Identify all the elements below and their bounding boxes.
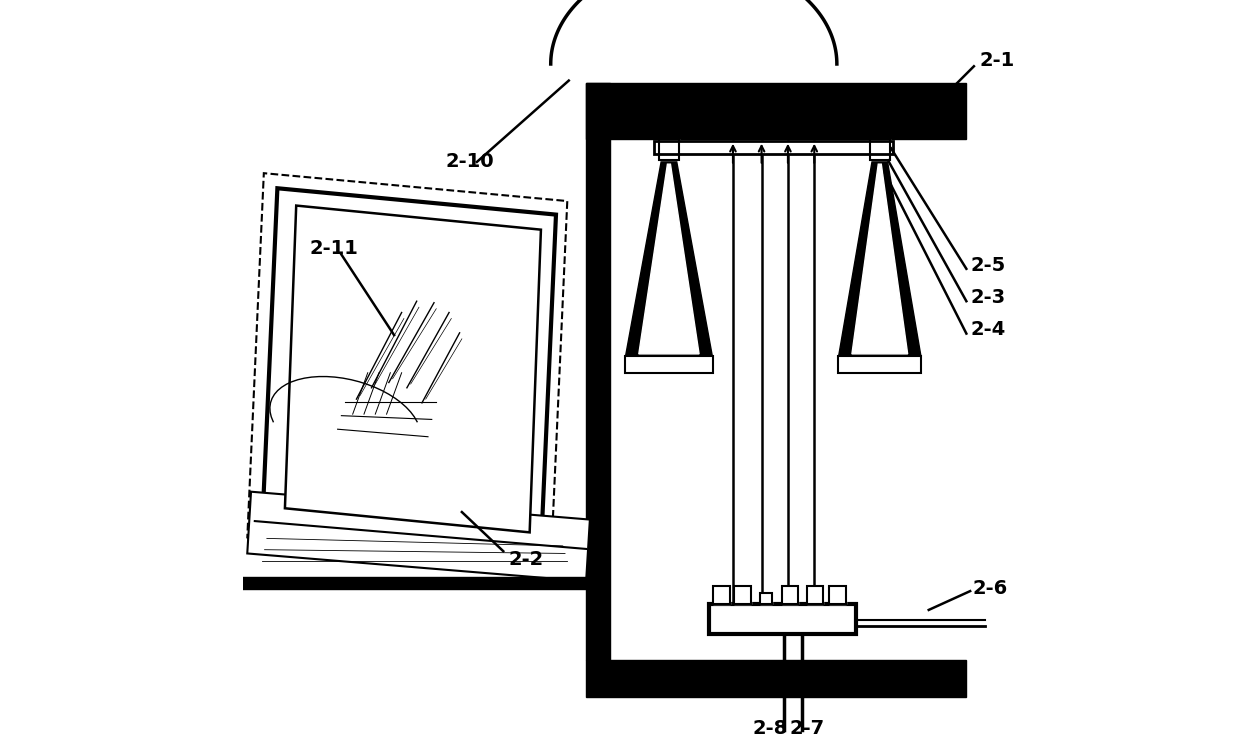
Bar [870,139,889,160]
Bar [713,586,730,604]
Text: 2-6: 2-6 [972,579,1008,599]
Text: 2-1: 2-1 [980,50,1016,70]
Bar [660,139,678,160]
Polygon shape [263,188,556,550]
Polygon shape [639,164,699,354]
Bar [625,356,713,373]
Bar [807,586,823,604]
Bar [838,356,921,373]
Text: 2-11: 2-11 [310,239,358,258]
Text: 2-8: 2-8 [753,719,789,738]
Text: 2-2: 2-2 [508,550,544,569]
Bar [587,83,610,660]
Bar [734,586,751,604]
Text: 2-5: 2-5 [970,255,1006,275]
Text: 2-3: 2-3 [970,288,1006,307]
Polygon shape [852,164,908,354]
Bar [830,586,846,604]
Bar [734,586,751,604]
Bar [713,586,730,604]
Polygon shape [625,160,713,358]
Bar [760,593,771,604]
Bar [807,586,823,604]
Bar [653,141,893,154]
Bar [625,356,713,373]
Bar [236,577,598,589]
Bar [587,83,966,139]
Bar [782,586,799,604]
Bar [870,139,889,160]
Bar [587,660,966,697]
Bar [653,141,893,154]
Text: 2-4: 2-4 [970,320,1006,340]
Bar [660,139,678,160]
Text: 2-7: 2-7 [789,719,825,738]
Bar [709,604,856,634]
Polygon shape [838,160,921,358]
Bar [830,586,846,604]
Bar [709,604,856,634]
Bar [782,586,799,604]
Polygon shape [285,206,541,532]
Text: 2-10: 2-10 [445,152,494,172]
Bar [760,593,771,604]
Polygon shape [247,492,590,581]
Bar [838,356,921,373]
